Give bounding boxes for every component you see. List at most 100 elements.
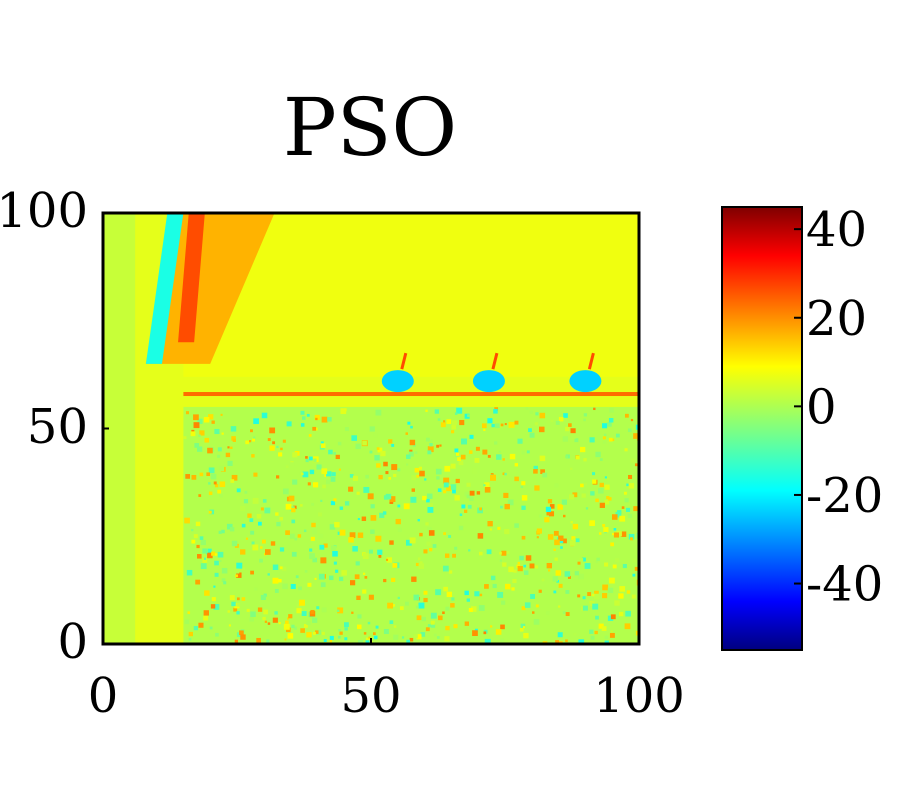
heatmap-cell <box>279 547 285 552</box>
heatmap-cell <box>403 503 410 510</box>
heatmap-cell <box>338 468 341 471</box>
heatmap-cell <box>210 473 217 480</box>
heatmap-cell <box>624 498 629 503</box>
heatmap-cell <box>344 637 348 641</box>
heatmap-cell <box>452 489 456 494</box>
heatmap-cell <box>355 561 360 566</box>
heatmap-cell <box>548 511 555 517</box>
heatmap-cell <box>349 474 354 478</box>
heatmap-cell <box>416 634 422 640</box>
heatmap-spot-tick <box>587 352 595 370</box>
heatmap-cell <box>206 548 212 555</box>
heatmap-cell <box>309 456 313 461</box>
heatmap-cell <box>357 614 362 619</box>
heatmap-cell <box>300 472 304 476</box>
heatmap-cell <box>211 597 216 602</box>
heatmap-cell <box>366 640 370 644</box>
heatmap-cell <box>542 472 548 478</box>
heatmap-cell <box>329 639 333 643</box>
heatmap-cell <box>284 638 287 641</box>
heatmap-cell <box>615 433 620 438</box>
heatmap-cell <box>260 507 264 511</box>
x-tick-label: 100 <box>593 668 685 724</box>
heatmap-cell <box>521 505 526 510</box>
heatmap-cell <box>252 497 259 504</box>
heatmap-cell <box>436 476 440 480</box>
heatmap-cell <box>495 629 502 635</box>
heatmap-cell <box>291 624 295 628</box>
heatmap-cell <box>520 623 526 629</box>
heatmap-cell <box>580 483 584 488</box>
heatmap-cell <box>312 482 319 488</box>
heatmap-cell <box>558 416 564 422</box>
heatmap-cell <box>288 614 293 619</box>
heatmap-cell <box>546 562 552 569</box>
heatmap-cell <box>292 452 298 458</box>
heatmap-cell <box>406 463 409 466</box>
heatmap-cell <box>486 549 492 555</box>
axes <box>102 212 640 645</box>
heatmap-cell <box>451 430 455 434</box>
heatmap-cell <box>427 450 432 455</box>
heatmap-cell <box>385 493 392 500</box>
heatmap-cell <box>312 631 316 635</box>
heatmap-cell <box>379 512 385 518</box>
heatmap-cell <box>584 563 591 569</box>
heatmap-cell <box>339 506 344 510</box>
heatmap-cell <box>504 528 510 535</box>
heatmap-cell <box>615 511 622 518</box>
heatmap-cell <box>621 506 625 509</box>
heatmap-cell <box>200 563 207 570</box>
heatmap-cell <box>571 536 576 541</box>
heatmap-cell <box>536 528 542 534</box>
heatmap-cell <box>611 514 618 520</box>
heatmap-cell <box>321 607 327 613</box>
heatmap-cell <box>225 452 231 458</box>
heatmap-cell <box>610 542 615 547</box>
heatmap-cell <box>256 513 262 519</box>
heatmap-cell <box>230 479 235 483</box>
heatmap-cell <box>426 541 431 546</box>
heatmap-cell <box>231 540 238 547</box>
x-tick-label: 50 <box>340 668 402 724</box>
heatmap-cell <box>217 447 222 452</box>
heatmap-cell <box>286 421 292 427</box>
heatmap-cell <box>335 569 339 573</box>
heatmap-cell <box>458 460 464 466</box>
heatmap-cell <box>300 504 303 507</box>
heatmap-cell <box>493 409 498 414</box>
heatmap-cell <box>357 518 360 521</box>
heatmap-cell <box>548 569 551 572</box>
heatmap-cell <box>375 409 382 416</box>
heatmap-cell <box>500 638 505 643</box>
heatmap-cell <box>521 481 526 486</box>
heatmap-cell <box>246 608 250 612</box>
heatmap-cell <box>455 478 460 484</box>
heatmap-cell <box>230 426 237 432</box>
heatmap-cell <box>532 611 535 614</box>
heatmap-cell <box>418 466 423 470</box>
heatmap-cell <box>236 597 240 601</box>
heatmap-cell <box>595 615 599 620</box>
heatmap-cell <box>316 606 320 610</box>
heatmap-cell <box>583 413 588 417</box>
heatmap-cell <box>252 438 255 442</box>
heatmap-cell <box>536 536 539 539</box>
heatmap-cell <box>474 628 478 632</box>
heatmap-cell <box>499 559 502 562</box>
heatmap-cell <box>234 568 240 574</box>
heatmap-cell <box>553 590 557 594</box>
heatmap-cell <box>416 474 419 478</box>
heatmap-cell <box>528 428 532 433</box>
heatmap-cell <box>460 454 466 460</box>
heatmap-cell <box>504 503 510 510</box>
heatmap-cell <box>195 521 201 527</box>
heatmap-cell <box>490 575 496 581</box>
heatmap-cell <box>491 423 495 428</box>
heatmap-cell <box>475 446 480 451</box>
heatmap-cell <box>292 479 298 485</box>
heatmap-cell <box>490 474 497 481</box>
heatmap-cell <box>448 535 452 538</box>
heatmap-cell <box>504 583 511 590</box>
heatmap-cell <box>521 450 526 455</box>
